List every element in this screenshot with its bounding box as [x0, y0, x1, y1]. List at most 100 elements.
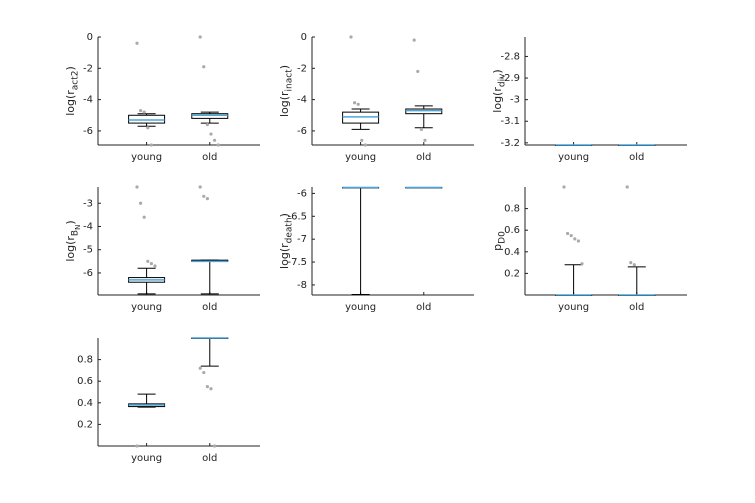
y-axis-label-part: log(r	[64, 90, 77, 116]
y-tick-label: -8	[297, 280, 307, 291]
outlier	[209, 387, 213, 391]
outlier	[198, 366, 202, 370]
y-tick-label: 0.2	[77, 419, 93, 430]
y-axis-label: log(rinact)	[278, 65, 294, 117]
box	[342, 111, 380, 124]
outlier	[135, 444, 139, 448]
x-tick-label: old	[416, 152, 431, 163]
outlier	[142, 215, 146, 219]
y-axis-label: log(ract2)	[64, 66, 80, 116]
box	[191, 113, 229, 119]
outlier	[146, 126, 150, 130]
outlier	[212, 138, 217, 142]
outlier	[149, 143, 153, 147]
y-tick-label: -6	[83, 268, 93, 279]
x-tick-label: young	[131, 453, 162, 464]
y-tick-label: 0	[301, 32, 307, 43]
x-tick-label: old	[629, 302, 644, 313]
outlier	[142, 110, 146, 114]
x-tick-label: old	[629, 152, 644, 163]
panel: -3.2 -3.1 -3 -2.9 -2.8 log(rdiv) young old	[491, 37, 687, 163]
y-tick-label: -4	[83, 95, 93, 106]
y-tick-label: 0.6	[504, 225, 520, 236]
outlier	[412, 38, 416, 42]
outlier	[569, 234, 573, 238]
y-tick-label: 0.2	[504, 268, 520, 279]
outlier	[360, 138, 364, 142]
outlier	[149, 262, 153, 266]
y-axis-label-part: log(r	[278, 243, 291, 269]
outlier	[349, 35, 353, 39]
panel: -6 -4 -2 0 log(ract2) young old	[64, 32, 260, 163]
y-tick-label: -2.9	[500, 73, 520, 84]
panel: -8 -7.5 -7 -6.5 -6 log(rdeath) young old	[278, 186, 474, 313]
outlier	[629, 261, 633, 265]
y-tick-label: -2	[297, 63, 307, 74]
y-axis-label: log(rdeath)	[278, 213, 294, 269]
outlier	[632, 263, 636, 267]
outlier	[135, 185, 139, 189]
x-tick-label: old	[202, 453, 217, 464]
outlier	[205, 197, 209, 201]
y-axis-label-part: N	[74, 225, 82, 230]
y-axis-label-part: act2	[70, 70, 80, 90]
outlier	[216, 143, 220, 147]
y-axis-label-part: div	[497, 73, 507, 87]
y-tick-label: 0.4	[77, 398, 93, 409]
box	[128, 114, 166, 124]
x-tick-label: young	[345, 302, 376, 313]
y-tick-label: -3	[510, 95, 520, 106]
y-tick-label: -7.5	[287, 257, 307, 268]
x-tick-label: young	[558, 152, 589, 163]
y-tick-label: -6	[297, 188, 307, 199]
y-axis-label: pD0	[491, 231, 507, 251]
y-tick-label: -2	[83, 63, 93, 74]
y-tick-label: -6	[83, 126, 93, 137]
outlier	[573, 237, 577, 241]
panel: 0.2 0.4 0.6 0.8 young old	[77, 337, 260, 464]
outlier	[353, 101, 357, 105]
y-tick-label: 0.6	[77, 376, 93, 387]
outlier	[625, 185, 629, 189]
y-axis-label-part: log(r	[491, 87, 504, 113]
y-tick-label: 0.8	[504, 204, 520, 215]
outlier	[198, 35, 202, 39]
y-tick-label: -7	[297, 234, 307, 245]
y-tick-label: 0	[87, 32, 93, 43]
y-axis-label-part: )	[64, 220, 77, 224]
outlier	[416, 69, 420, 74]
panel: -6 -4 -2 0 log(rinact) young old	[278, 32, 474, 163]
outlier	[135, 41, 139, 45]
x-tick-label: young	[131, 152, 162, 163]
y-axis-label-part: death	[284, 217, 294, 243]
outlier	[363, 143, 367, 147]
y-tick-label: -3.1	[500, 116, 520, 127]
y-axis-label-part: )	[491, 69, 504, 73]
box	[405, 108, 443, 115]
y-axis-label-part: )	[64, 66, 77, 70]
y-axis-label-part: )	[278, 213, 291, 217]
outlier	[198, 185, 202, 189]
y-tick-label: -4	[83, 221, 93, 232]
y-tick-label: -3.2	[500, 138, 520, 149]
x-tick-label: young	[131, 302, 162, 313]
y-axis-label-part: )	[278, 65, 291, 69]
y-tick-label: -4	[297, 95, 307, 106]
outlier	[205, 123, 209, 127]
x-tick-label: young	[558, 302, 589, 313]
y-tick-label: -3	[83, 198, 93, 209]
y-tick-label: -6.5	[287, 211, 307, 222]
y-axis-label-part: B	[70, 230, 80, 236]
outlier	[562, 185, 566, 189]
panel: 0.2 0.4 0.6 0.8 pD0 young old	[491, 185, 687, 313]
outlier	[146, 259, 150, 263]
outlier	[356, 102, 360, 106]
y-tick-label: -5	[83, 245, 93, 256]
y-tick-label: -6	[297, 126, 307, 137]
y-axis-label-part: p	[491, 244, 504, 251]
outlier	[202, 194, 206, 198]
y-axis-label-part: inact	[284, 69, 294, 92]
x-tick-label: old	[202, 152, 217, 163]
